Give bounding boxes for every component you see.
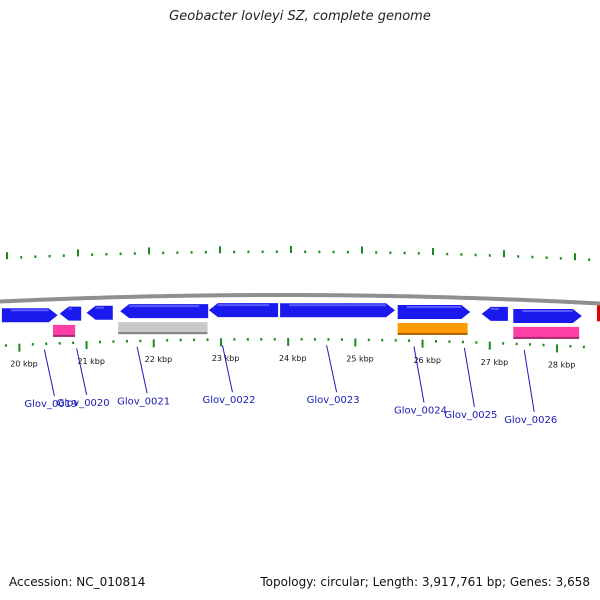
cds-gene[interactable] xyxy=(1,308,58,323)
cds-gene[interactable] xyxy=(120,304,209,319)
cds-gene-body xyxy=(1,308,58,323)
cds-gene-body xyxy=(86,305,113,320)
rna-feature[interactable] xyxy=(52,324,76,337)
backbone xyxy=(0,293,600,306)
cds-gene[interactable] xyxy=(397,304,471,319)
rna-feature-shadow xyxy=(513,336,580,339)
scale-label: 20 kbp xyxy=(10,359,38,368)
map-title: Geobacter lovleyi SZ, complete genome xyxy=(169,9,431,24)
cds-gene[interactable] xyxy=(513,308,582,323)
gene-label[interactable]: Glov_0020 xyxy=(57,398,110,409)
label-leader-line xyxy=(463,347,475,407)
gene-label[interactable]: Glov_0021 xyxy=(117,396,170,407)
genome-stats: Topology: circular; Length: 3,917,761 bp… xyxy=(260,575,590,589)
label-leader-line xyxy=(76,348,88,395)
cds-gene-body xyxy=(397,304,471,319)
cds-gene[interactable] xyxy=(86,305,113,320)
lower-tick-row xyxy=(4,338,585,353)
label-leader-line xyxy=(326,345,338,393)
label-leader-line xyxy=(136,346,148,394)
label-leader-line xyxy=(221,345,233,393)
cds-gene[interactable] xyxy=(208,303,279,318)
gene-label[interactable]: Glov_0022 xyxy=(202,395,255,406)
scale-label: 25 kbp xyxy=(346,355,374,364)
scale-label: 22 kbp xyxy=(145,355,173,364)
gene-label[interactable]: Glov_0023 xyxy=(307,395,360,406)
cds-gene[interactable] xyxy=(59,306,82,321)
cds-gene-body xyxy=(481,306,508,321)
colored-feature[interactable] xyxy=(397,322,468,335)
scale-label: 28 kbp xyxy=(548,361,576,370)
cds-gene[interactable] xyxy=(481,306,508,321)
accession-text: Accession: NC_010814 xyxy=(9,575,146,589)
cds-gene-body xyxy=(280,303,396,318)
label-leader-line xyxy=(413,346,425,403)
rna-feature-body xyxy=(52,324,76,337)
scale-label: 27 kbp xyxy=(481,358,509,367)
pseudogene-feature-body xyxy=(118,322,208,335)
colored-feature-body xyxy=(397,322,468,335)
label-leader-line xyxy=(523,349,535,412)
gene-label[interactable]: Glov_0026 xyxy=(504,415,557,426)
partial-feature[interactable] xyxy=(597,305,600,322)
gene-label[interactable]: Glov_0024 xyxy=(394,406,447,417)
cds-gene-body xyxy=(59,306,82,321)
pseudogene-feature-shadow xyxy=(118,332,208,335)
pseudogene-feature[interactable] xyxy=(118,322,208,335)
rna-feature-shadow xyxy=(52,334,76,337)
colored-feature-shadow xyxy=(397,332,468,335)
cds-gene-body xyxy=(513,308,582,323)
scale-label: 24 kbp xyxy=(279,354,307,363)
gene-label[interactable]: Glov_0019 xyxy=(24,399,77,410)
cds-gene[interactable] xyxy=(280,303,396,318)
label-leader-line xyxy=(43,349,55,396)
rna-feature-body xyxy=(513,326,580,339)
rna-feature[interactable] xyxy=(513,326,580,339)
cds-gene-body xyxy=(120,304,209,319)
scale-label: 26 kbp xyxy=(413,356,441,365)
scale-label: 21 kbp xyxy=(77,357,105,366)
cds-gene-body xyxy=(208,303,279,318)
gene-label[interactable]: Glov_0025 xyxy=(444,410,497,421)
upper-tick-row xyxy=(6,246,591,261)
